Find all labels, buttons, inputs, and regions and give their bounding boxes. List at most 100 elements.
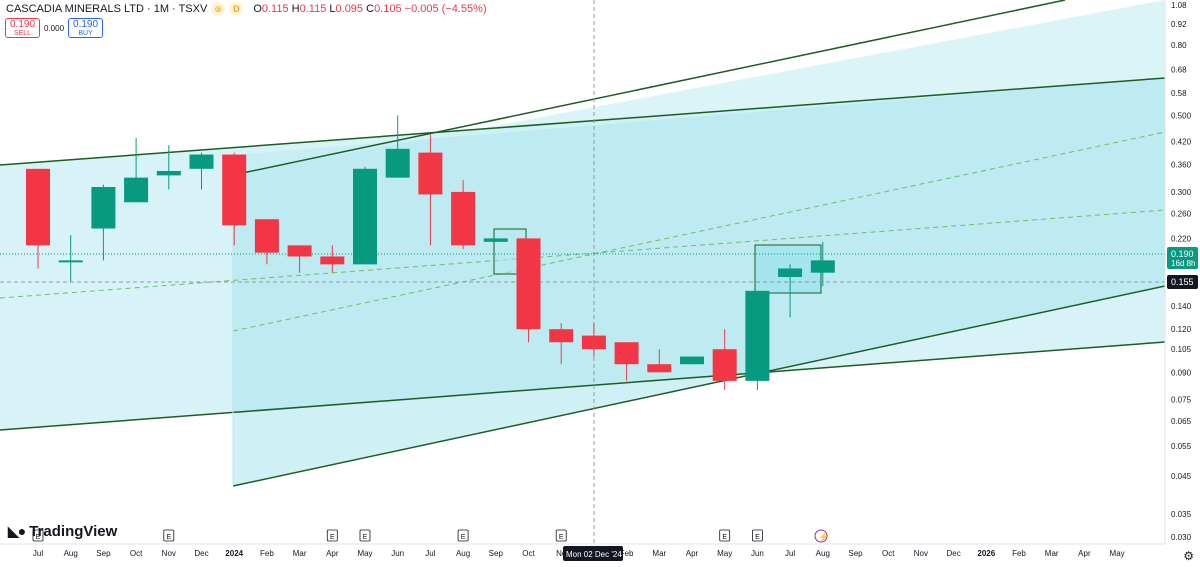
candle-body[interactable] [418,152,443,195]
trade-buttons: 0.190 SELL 0.000 0.190 BUY [5,18,104,38]
time-tick-label: Aug [456,549,470,558]
candle-body[interactable] [614,342,639,365]
earnings-marker[interactable] [326,529,338,542]
earnings-marker-label: E [330,534,335,541]
crosshair-time-tag [563,546,623,561]
tradingview-wordmark: TradingView [29,523,118,540]
sell-label: SELL [13,30,32,37]
candle-body[interactable] [451,191,476,246]
earnings-marker-label: E [722,534,727,541]
price-tick-label: 1.08 [1171,1,1187,10]
time-tick-label: Apr [686,549,699,558]
symbol-legend: CASCADIA MINERALS LTD · 1M · TSXV ⊛ D O0… [6,2,487,16]
spread-value: 0.000 [44,23,65,33]
candle-body[interactable] [778,268,803,278]
candle-body[interactable] [647,364,672,373]
time-tick-label: Oct [882,549,895,558]
sell-button[interactable]: 0.190 SELL [5,18,40,38]
buy-price: 0.190 [73,19,99,30]
earnings-marker[interactable] [752,529,763,542]
earnings-marker-label: E [559,534,564,541]
pitchfork-median-line[interactable] [232,131,1166,332]
candle-body[interactable] [712,349,737,381]
candle-body[interactable] [254,219,279,253]
high-value: 0.115 [299,3,327,15]
earnings-marker[interactable] [555,529,567,542]
earnings-marker[interactable] [163,529,175,542]
time-tick-label: Apr [1078,549,1091,558]
price-tick-label: 0.140 [1171,302,1192,311]
price-tick-label: 0.80 [1171,41,1187,50]
candle-body[interactable] [680,356,704,365]
last-price-tag [1167,247,1198,269]
tradingview-logo[interactable]: ◣● TradingView [8,523,117,540]
channel-median-line[interactable] [0,209,1166,299]
currency-icon[interactable]: ⊛ [211,2,226,16]
time-tick-label: Jul [33,549,43,558]
channel-bottom-line[interactable] [0,341,1166,431]
price-tick-label: 0.92 [1171,20,1187,29]
earnings-marker-label: E [755,534,760,541]
time-tick-label: Dec [194,549,208,558]
time-tick-label: Feb [1012,549,1026,558]
candle-body[interactable] [745,290,770,381]
price-tick-label: 0.055 [1171,442,1192,451]
time-ticks: Jul Aug Sep Oct Nov Dec 2024 Feb Mar Apr May Jun Jul… [33,549,1125,558]
candle-body[interactable] [353,168,377,265]
channel-top-line[interactable] [0,77,1166,166]
time-tick-label: Jun [391,549,404,558]
candle-body[interactable] [156,170,181,176]
candle-body[interactable] [385,148,410,178]
time-tick-label: Mar [1045,549,1059,558]
price-tick-label: 0.105 [1171,345,1192,354]
time-tick-label: May [717,549,732,558]
candle-body[interactable] [549,329,574,343]
time-tick-label: 2026 [977,549,995,558]
candle-body[interactable] [810,260,835,273]
candle-body[interactable] [320,256,345,265]
candle-body[interactable] [287,245,312,257]
time-tick-label: Aug [816,549,830,558]
earnings-marker[interactable] [719,529,731,542]
candle-body[interactable] [26,168,50,246]
candle-body[interactable] [483,238,508,242]
candle-body[interactable] [189,154,214,169]
price-axis[interactable] [1165,0,1200,544]
sell-price: 0.190 [9,19,36,30]
ohlc-values: O0.115 H0.115 L0.095 C0.105 −0.005 (−4.5… [253,3,487,15]
price-tick-label: 0.420 [1171,138,1192,147]
time-tick-label: May [357,549,372,558]
symbol-title[interactable]: CASCADIA MINERALS LTD · 1M · TSXV [6,3,208,15]
time-tick-label: Sep [848,549,863,558]
pitchfork-upper-line[interactable] [232,0,1066,176]
time-tick-label: Sep [96,549,111,558]
price-tick-label: 0.68 [1171,65,1187,74]
time-tick-label: Feb [260,549,274,558]
earnings-marker[interactable] [32,529,44,542]
price-tick-label: 0.065 [1171,417,1192,426]
candle-body[interactable] [222,154,247,226]
delay-badge[interactable]: D [229,2,244,16]
time-tick-label: Nov [914,549,928,558]
time-tick-label: Jun [751,549,764,558]
candle-body[interactable] [58,260,83,263]
buy-button[interactable]: 0.190 BUY [68,18,104,38]
price-tick-label: 0.500 [1171,111,1192,120]
crosshair-price-tag [1167,275,1198,289]
dividend-marker-icon[interactable] [814,529,828,543]
pitchfork-lower-line[interactable] [232,285,1166,487]
candle-body[interactable] [91,187,116,229]
crosshair-time-label: Mon 02 Dec '24 [566,550,622,559]
earnings-marker-label: E [461,534,466,541]
tradingview-mark-icon: ◣● [8,523,26,539]
candle-body[interactable] [124,177,149,203]
candle-body[interactable] [581,335,606,350]
candle-body[interactable] [516,238,541,330]
gear-icon[interactable]: ⚙ [1183,549,1194,563]
time-tick-label: Mar [652,549,666,558]
earnings-marker-label: E [166,534,171,541]
earnings-marker[interactable] [457,529,469,542]
earnings-marker[interactable] [359,529,371,542]
